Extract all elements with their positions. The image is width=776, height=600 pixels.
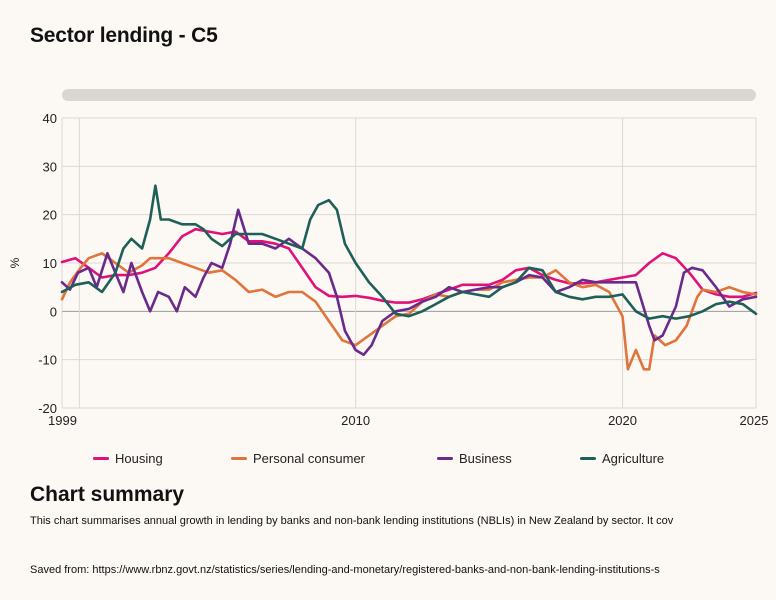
saved-from-text: Saved from: https://www.rbnz.govt.nz/sta… (30, 564, 660, 576)
legend-label-housing: Housing (115, 451, 163, 466)
legend-swatch-business (437, 457, 453, 460)
legend-label-business: Business (459, 451, 512, 466)
legend-item-personal-consumer[interactable]: Personal consumer (231, 451, 437, 466)
legend-item-agriculture[interactable]: Agriculture (580, 451, 664, 466)
series-line-business[interactable] (60, 208, 758, 357)
y-tick-label: -20 (38, 401, 57, 416)
x-tick-label: 2020 (608, 413, 637, 428)
y-axis-label: % (8, 257, 22, 268)
y-tick-label: 0 (50, 304, 57, 319)
legend-item-business[interactable]: Business (437, 451, 580, 466)
grid-lines (61, 117, 757, 409)
legend-swatch-housing (93, 457, 109, 460)
chart-range-scrollbar[interactable] (62, 89, 756, 101)
chart-summary-heading: Chart summary (30, 483, 185, 506)
x-axis-ticks: 1999 2010 2020 2025 (48, 413, 768, 428)
y-tick-label: -10 (38, 353, 57, 368)
legend-swatch-agriculture (580, 457, 596, 460)
y-axis-ticks: 40 30 20 10 0 -10 -20 (38, 111, 57, 416)
series-line-housing[interactable] (60, 227, 758, 304)
chart-legend: Housing Personal consumer Business Agric… (93, 451, 664, 466)
x-tick-label: 1999 (48, 413, 77, 428)
legend-item-housing[interactable]: Housing (93, 451, 231, 466)
x-tick-label: 2010 (341, 413, 370, 428)
y-tick-label: 10 (43, 256, 57, 271)
legend-label-agriculture: Agriculture (602, 451, 665, 466)
chart-summary-text: This chart summarises annual growth in l… (30, 515, 674, 527)
y-tick-label: 40 (43, 111, 57, 126)
page-title: Sector lending - C5 (30, 24, 218, 47)
y-tick-label: 30 (43, 159, 57, 174)
series-line-agriculture[interactable] (60, 184, 758, 320)
series-lines (60, 184, 758, 371)
x-tick-label: 2025 (740, 413, 769, 428)
y-tick-label: 20 (43, 208, 57, 223)
legend-label-personal-consumer: Personal consumer (253, 451, 365, 466)
legend-swatch-personal-consumer (231, 457, 247, 460)
